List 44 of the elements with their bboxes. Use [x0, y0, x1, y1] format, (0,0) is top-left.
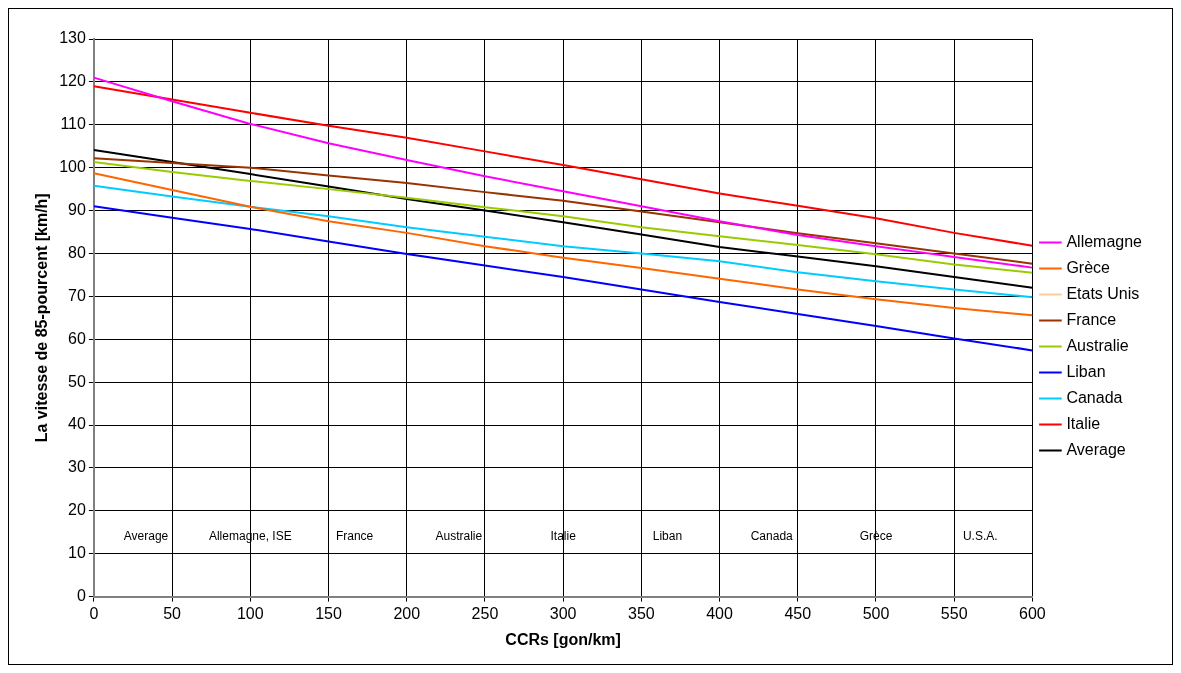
legend-label: Italie [1066, 414, 1101, 432]
x-tick-label: 150 [315, 604, 342, 622]
y-axis-title: La vitesse de 85-pourcent [km/h] [33, 193, 51, 443]
legend-label: Grèce [1066, 258, 1111, 276]
annotation: U.S.A. [962, 528, 998, 543]
y-tick-label: 0 [76, 587, 86, 605]
x-tick-label: 450 [784, 604, 812, 622]
x-tick-label: 300 [549, 604, 577, 622]
x-tick-label: 400 [706, 604, 734, 622]
legend-label: Canada [1066, 388, 1123, 406]
legend-label: Allemagne [1066, 232, 1143, 250]
x-tick-label: 0 [89, 604, 99, 622]
annotation: Liban [652, 528, 683, 543]
x-tick-label: 500 [862, 604, 890, 622]
x-tick-label: 550 [940, 604, 968, 622]
legend-label: Etats Unis [1066, 284, 1140, 302]
x-axis-title: CCRs [gon/km] [505, 630, 621, 648]
y-tick-label: 120 [59, 72, 86, 90]
x-tick-label: 50 [163, 604, 182, 622]
legend-label: France [1066, 310, 1117, 328]
legend-label: Australie [1066, 336, 1129, 354]
y-tick-label: 30 [68, 458, 86, 476]
y-tick-label: 40 [68, 415, 86, 433]
x-tick-label: 600 [1019, 604, 1046, 622]
annotation: Canada [750, 528, 794, 543]
y-tick-label: 50 [68, 372, 86, 390]
legend-label: Liban [1066, 362, 1106, 380]
x-tick-label: 100 [236, 604, 264, 622]
y-tick-label: 10 [68, 544, 86, 562]
annotation: France [335, 528, 374, 543]
y-tick-label: 80 [68, 243, 86, 261]
x-tick-label: 250 [471, 604, 499, 622]
y-tick-label: 70 [68, 286, 86, 304]
x-tick-label: 200 [393, 604, 421, 622]
annotation: Australie [435, 528, 483, 543]
y-tick-label: 20 [68, 501, 86, 519]
y-tick-label: 100 [59, 158, 86, 176]
legend-label: Average [1066, 440, 1126, 458]
x-tick-label: 350 [628, 604, 655, 622]
annotation: Average [123, 528, 169, 543]
y-tick-label: 60 [68, 329, 86, 347]
y-tick-label: 130 [59, 29, 86, 47]
y-tick-label: 90 [68, 200, 86, 218]
y-tick-label: 110 [60, 115, 86, 133]
